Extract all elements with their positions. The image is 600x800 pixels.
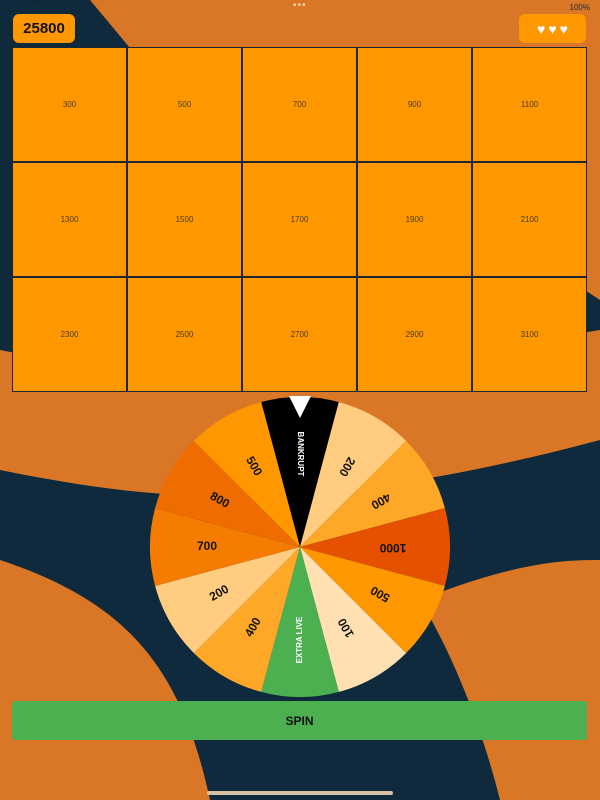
wheel-segment — [300, 508, 450, 586]
wheel-segment-label: EXTRA LIVE — [295, 616, 304, 663]
board-tile[interactable]: 500 — [127, 47, 242, 162]
wheel-segment-label: 1000 — [379, 541, 406, 555]
status-time: 11:03 PM Sat Jan 7 — [10, 3, 80, 12]
lives-display: ♥ ♥ ♥ — [519, 14, 586, 43]
wheel-segment — [300, 547, 407, 692]
wheel-segment — [300, 440, 445, 547]
heart-icon: ♥ — [537, 20, 546, 37]
board-tile[interactable]: 2500 — [127, 277, 242, 392]
wheel-segment — [150, 508, 300, 586]
board-tile[interactable]: 700 — [242, 47, 357, 162]
board-tile[interactable]: 2100 — [472, 162, 587, 277]
wheel-pointer — [289, 396, 311, 418]
board-tile[interactable]: 2700 — [242, 277, 357, 392]
home-indicator[interactable] — [207, 791, 393, 795]
battery-status: 100% — [569, 3, 590, 12]
wheel-segment — [155, 547, 300, 654]
board-tile[interactable]: 2900 — [357, 277, 472, 392]
wheel-segment — [155, 440, 300, 547]
wheel-segment — [261, 547, 339, 697]
wheel-segment-label: 700 — [197, 539, 217, 553]
wheel-segment — [193, 547, 300, 692]
board-tile[interactable]: 900 — [357, 47, 472, 162]
board-tile[interactable]: 1700 — [242, 162, 357, 277]
board-tile[interactable]: 300 — [12, 47, 127, 162]
wheel-segment — [300, 547, 445, 654]
wheel-segment — [300, 402, 407, 547]
board-tile[interactable]: 2300 — [12, 277, 127, 392]
board-tile[interactable]: 1100 — [472, 47, 587, 162]
board-tile[interactable]: 1900 — [357, 162, 472, 277]
heart-icon: ♥ — [548, 20, 557, 37]
status-bar: 11:03 PM Sat Jan 7 ••• 100% — [0, 0, 600, 14]
heart-icon: ♥ — [559, 20, 568, 37]
board-tile[interactable]: 3100 — [472, 277, 587, 392]
question-board: 300 500 700 900 1100 1300 1500 1700 1900 2100 2300… — [12, 47, 587, 392]
score-display: 25800 — [13, 14, 75, 43]
wheel-segment-label: BANKRUPT — [296, 432, 305, 477]
spin-button[interactable]: SPIN — [12, 701, 587, 740]
board-tile[interactable]: 1500 — [127, 162, 242, 277]
multitask-dots[interactable]: ••• — [293, 0, 307, 11]
wheel-segment — [193, 402, 300, 547]
board-tile[interactable]: 1300 — [12, 162, 127, 277]
wheel-segment — [261, 397, 339, 547]
